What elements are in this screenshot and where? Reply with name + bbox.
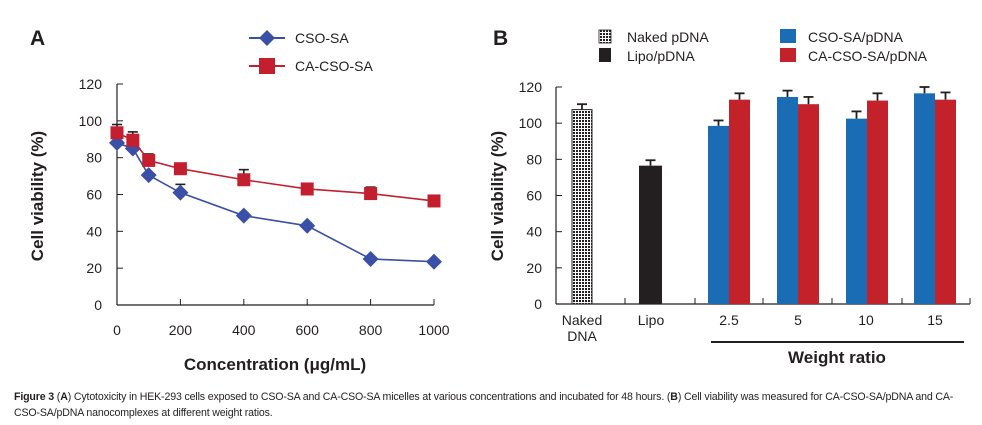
data-point-diamond — [172, 184, 189, 201]
axis-a-y-tick-label: 120 — [79, 76, 103, 92]
data-point-square — [364, 187, 378, 201]
legend-naked-pdna-label: Naked pDNA — [627, 29, 709, 45]
axis-b-category-label: Naked — [562, 312, 602, 328]
series-a — [109, 123, 442, 270]
axis-b-category-label: Lipo — [638, 312, 665, 328]
caption-a-text: Cytotoxicity in HEK-293 cells exposed to… — [73, 391, 665, 403]
axis-a-x-tick-label: 200 — [169, 322, 193, 338]
data-point-diamond — [362, 250, 379, 267]
legend-b: Naked pDNA Lipo/pDNA CSO-SA/pDNA CA-CSO-… — [598, 29, 928, 64]
axis-b-y-tick-label: 0 — [534, 296, 542, 312]
axis-b-y-tick-label: 100 — [519, 115, 543, 131]
series-line-ca-cso-sa — [116, 132, 435, 202]
axis-a-y-tick-label: 20 — [86, 260, 102, 276]
axis-b-category-label: 2.5 — [719, 312, 739, 328]
axis-b-category-label: DNA — [567, 328, 597, 344]
legend-cso-sa-pdna-label: CSO-SA/pDNA — [808, 29, 904, 45]
axis-b-y-tick-label: 60 — [526, 188, 542, 204]
panel-a: A CSO-SA CA-CSO-SA Cell viability (%) Co… — [28, 27, 450, 374]
data-point-diamond — [299, 217, 316, 234]
legend-lipo-pdna-label: Lipo/pDNA — [627, 48, 695, 64]
legend-a: CSO-SA CA-CSO-SA — [249, 30, 373, 74]
axis-b-y-tick-label: 120 — [519, 79, 543, 95]
axis-a-x-tick-label: 400 — [232, 322, 256, 338]
bar-lipo-pdna — [639, 165, 662, 304]
data-point-square — [300, 182, 314, 196]
figure: A CSO-SA CA-CSO-SA Cell viability (%) Co… — [28, 27, 971, 374]
axis-b-y-label: Cell viability (%) — [488, 131, 507, 261]
axis-a-x-tick-label: 1000 — [418, 322, 449, 338]
bars-b — [571, 86, 956, 305]
data-point-square — [173, 162, 187, 176]
panel-b-label: B — [493, 27, 508, 50]
legend-ca-cso-sa-pdna-swatch — [780, 48, 796, 62]
axis-b-category-label: 10 — [858, 312, 874, 328]
panel-b: B Naked pDNA Lipo/pDNA CSO-SA/pDNA CA-CS… — [488, 27, 971, 367]
axis-b-x-label: Weight ratio — [788, 348, 886, 367]
bar-ca-cso-sa-pdna — [935, 99, 956, 305]
legend-lipo-pdna-swatch — [599, 48, 611, 62]
data-point-diamond — [140, 167, 157, 184]
data-point-diamond — [235, 207, 252, 224]
axis-b-y-tick-label: 80 — [526, 151, 542, 167]
bar-ca-cso-sa-pdna — [729, 99, 750, 305]
series-line-cso-sa — [116, 142, 435, 263]
bar-ca-cso-sa-pdna — [798, 104, 819, 304]
axis-a-y-tick-label: 100 — [79, 113, 103, 129]
bar-naked-pdna — [571, 109, 593, 305]
axis-a-x-tick-label: 0 — [113, 322, 121, 338]
axes-a: 0 20 40 60 80 100 120 0 200 400 600 800 1000 — [79, 76, 450, 338]
axis-b-y-tick-label: 40 — [526, 224, 542, 240]
axis-a-x-label: Concentration (μg/mL) — [184, 355, 366, 374]
data-point-square — [237, 173, 251, 187]
axis-a-x-tick-label: 600 — [296, 322, 320, 338]
caption-a-label: A — [60, 391, 68, 403]
bar-cso-sa-pdna — [777, 96, 798, 304]
legend-cso-sa-label: CSO-SA — [295, 30, 349, 46]
legend-ca-cso-sa-label: CA-CSO-SA — [295, 58, 373, 74]
figure-caption: Figure 3 (A) Cytotoxicity in HEK-293 cel… — [14, 391, 954, 419]
legend-ca-cso-sa-pdna-label: CA-CSO-SA/pDNA — [808, 48, 928, 64]
data-point-square — [110, 126, 124, 140]
data-point-square — [427, 194, 441, 208]
data-point-diamond — [426, 253, 442, 270]
bar-cso-sa-pdna — [708, 125, 729, 304]
caption-b-label: B — [670, 391, 678, 403]
axis-b-y-tick-label: 20 — [526, 260, 542, 276]
axis-a-y-tick-label: 80 — [86, 150, 102, 166]
bar-ca-cso-sa-pdna — [867, 100, 888, 304]
bar-cso-sa-pdna — [914, 93, 935, 305]
data-point-square — [142, 153, 156, 167]
bar-cso-sa-pdna — [846, 118, 867, 304]
axis-a-y-tick-label: 40 — [86, 223, 102, 239]
panel-a-label: A — [30, 27, 45, 50]
axis-a-x-tick-label: 800 — [359, 322, 383, 338]
axis-b-category-label: 15 — [927, 312, 943, 328]
legend-naked-pdna-swatch — [598, 29, 612, 44]
axis-a-y-label: Cell viability (%) — [28, 131, 47, 261]
caption-figure-label: Figure 3 — [14, 391, 55, 403]
data-point-square — [126, 133, 140, 147]
legend-cso-sa-diamond-icon — [259, 30, 275, 46]
axis-b-category-label: 5 — [794, 312, 802, 328]
axis-a-y-tick-label: 60 — [86, 187, 102, 203]
axis-a-y-tick-label: 0 — [94, 297, 102, 313]
caption-b-text: Cell viability was measured for CA-CSO-S… — [14, 391, 954, 419]
legend-cso-sa-pdna-swatch — [780, 29, 796, 43]
legend-ca-cso-sa-square-icon — [259, 58, 275, 74]
